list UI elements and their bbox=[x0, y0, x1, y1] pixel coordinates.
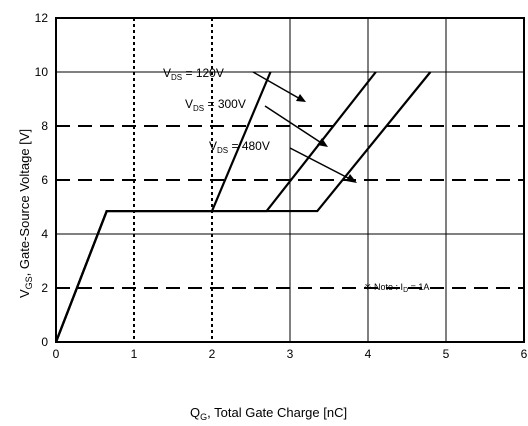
arrow-120v bbox=[252, 71, 303, 101]
plot-frame bbox=[55, 17, 525, 343]
series-line-0 bbox=[54, 71, 272, 343]
series-line-1 bbox=[54, 71, 377, 343]
y-tick-label: 6 bbox=[41, 173, 48, 187]
arrowhead-120v bbox=[296, 94, 306, 102]
series-label-480v: VDS = 480V bbox=[209, 139, 270, 155]
arrow-480v bbox=[289, 147, 353, 181]
y-tick-label: 0 bbox=[41, 335, 48, 349]
x-tick-label: 2 bbox=[209, 347, 216, 361]
series-label-120v: VDS = 120V bbox=[163, 66, 224, 82]
x-tick-label: 1 bbox=[131, 347, 138, 361]
arrowhead-480v bbox=[346, 174, 357, 183]
grid bbox=[56, 18, 524, 342]
y-tick-label: 8 bbox=[41, 119, 48, 133]
y-tick-label: 12 bbox=[35, 11, 49, 25]
series-group bbox=[54, 71, 432, 343]
x-axis-title: QG, Total Gate Charge [nC] bbox=[190, 405, 347, 422]
test-condition-note: ※ Note : ID = 1A bbox=[364, 282, 429, 294]
series-line-2 bbox=[54, 71, 432, 343]
x-tick-label: 3 bbox=[287, 347, 294, 361]
x-tick-label: 5 bbox=[443, 347, 450, 361]
y-tick-label: 2 bbox=[41, 281, 48, 295]
y-tick-label: 4 bbox=[41, 227, 48, 241]
annotations: VDS = 120V VDS = 300V VDS = 480V ※ Note … bbox=[163, 66, 429, 294]
x-tick-label: 6 bbox=[521, 347, 528, 361]
x-tick-label: 0 bbox=[53, 347, 60, 361]
x-tick-label: 4 bbox=[365, 347, 372, 361]
y-axis-title: VGS, Gate-Source Voltage [V] bbox=[17, 129, 34, 298]
y-tick-label: 10 bbox=[35, 65, 49, 79]
arrowhead-300v bbox=[317, 138, 328, 147]
arrow-300v bbox=[264, 105, 324, 145]
series-label-300v: VDS = 300V bbox=[185, 97, 246, 113]
